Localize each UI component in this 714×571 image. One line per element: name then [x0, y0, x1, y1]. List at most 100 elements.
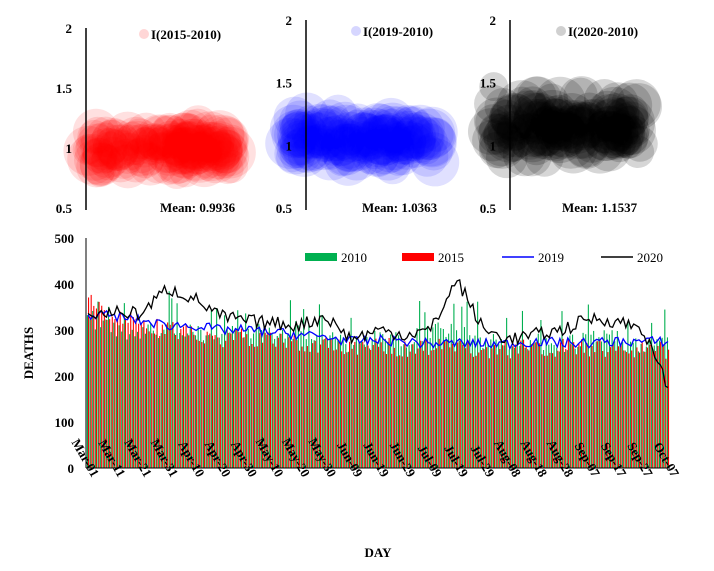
scatter-point	[85, 116, 126, 157]
scatter-point	[322, 104, 370, 152]
bar-2015	[211, 335, 214, 468]
scatter-point	[109, 138, 146, 174]
scatter-point	[473, 97, 521, 144]
scatter-point	[320, 124, 362, 166]
scatter-bubbles	[265, 92, 460, 187]
scatter-point	[507, 86, 537, 117]
scatter-point	[614, 130, 643, 159]
bar-2015	[238, 332, 240, 468]
bar-2010	[318, 304, 320, 468]
scatter-point	[548, 107, 590, 149]
bar-2010	[648, 337, 650, 468]
scatter-point	[86, 158, 115, 188]
bar-2015	[296, 340, 298, 468]
scatter-point	[148, 145, 188, 185]
scatter-point	[548, 124, 598, 174]
scatter-point	[537, 105, 569, 138]
scatter-point	[335, 109, 384, 158]
scatter-point	[180, 130, 217, 166]
scatter-point	[383, 122, 412, 151]
scatter-point	[596, 82, 639, 125]
bar-2015	[378, 346, 380, 468]
bar-2010	[445, 336, 447, 468]
scatter-point	[392, 121, 431, 160]
bar-2015	[462, 344, 464, 468]
bar-2010	[611, 330, 613, 468]
bar-2015	[214, 335, 216, 468]
bar-2010	[442, 328, 444, 468]
scatter-point	[154, 135, 203, 184]
scatter-point	[298, 112, 338, 152]
bar-2010	[287, 333, 289, 468]
bar-2015	[272, 343, 274, 468]
scatter-point	[518, 101, 566, 150]
bar-2015	[101, 305, 103, 468]
scatter-point	[529, 95, 578, 145]
scatter-point	[161, 136, 201, 175]
bar-2015	[159, 335, 161, 468]
bar-2015	[536, 342, 538, 468]
bar-2010	[150, 323, 152, 468]
bar-2010	[152, 330, 154, 468]
scatter-point	[160, 155, 194, 190]
bar-2015	[285, 347, 287, 468]
scatter-point	[356, 132, 400, 176]
x-axis-title: DAY	[365, 545, 393, 560]
scatter-point	[400, 116, 444, 160]
bar-2010	[86, 315, 88, 468]
scatter-point	[612, 101, 649, 138]
scatter-point	[367, 126, 414, 173]
scatter-point	[297, 107, 345, 156]
scatter-point	[478, 131, 515, 169]
scatter-point	[265, 117, 317, 169]
bar-2010	[173, 333, 175, 468]
scatter-point	[511, 136, 552, 177]
scatter-point	[164, 131, 193, 160]
bar-2010	[622, 342, 624, 468]
bar-2015	[227, 332, 229, 468]
scatter-point	[324, 137, 373, 186]
bar-2010	[184, 336, 186, 468]
bar-2010	[569, 335, 571, 468]
bar-2015	[399, 355, 401, 468]
bar-2015	[385, 354, 388, 468]
bar-2015	[267, 332, 269, 468]
bar-2015	[586, 342, 588, 468]
scatter-point	[196, 130, 243, 177]
bar-2015	[306, 346, 308, 468]
bar-2010	[619, 344, 621, 468]
bar-2015	[172, 322, 174, 468]
bar-2010	[624, 350, 626, 468]
bar-2010	[516, 342, 518, 468]
scatter-point	[358, 128, 398, 168]
bar-2010	[600, 341, 603, 468]
bar-2015	[554, 356, 556, 468]
bar-2015	[148, 331, 150, 468]
legend-marker	[556, 26, 566, 36]
scatter-point	[105, 111, 150, 156]
bar-2015	[486, 347, 488, 468]
legend-label-2010: 2010	[341, 250, 367, 265]
scatter-point	[355, 128, 396, 170]
scatter-point	[186, 131, 237, 182]
legend-label: I(2015-2010)	[151, 27, 221, 42]
scatter-point	[318, 137, 348, 166]
y-tick-label: 200	[55, 369, 75, 384]
bar-2015	[604, 356, 606, 468]
scatter-point	[176, 132, 219, 175]
scatter-point	[333, 123, 366, 156]
bar-2010	[535, 342, 537, 468]
scatter-point	[563, 103, 595, 135]
bar-2015	[201, 342, 203, 468]
scatter-point	[575, 124, 625, 174]
scatter-point	[114, 120, 159, 166]
bar-2015	[544, 355, 546, 468]
scatter-point	[173, 134, 204, 164]
bar-2010	[629, 341, 632, 468]
bar-2010	[242, 337, 244, 468]
scatter-point	[356, 103, 405, 152]
bar-2010	[453, 303, 455, 468]
scatter-point	[161, 112, 208, 159]
scatter-point	[589, 86, 640, 138]
bar-2010	[405, 347, 407, 468]
